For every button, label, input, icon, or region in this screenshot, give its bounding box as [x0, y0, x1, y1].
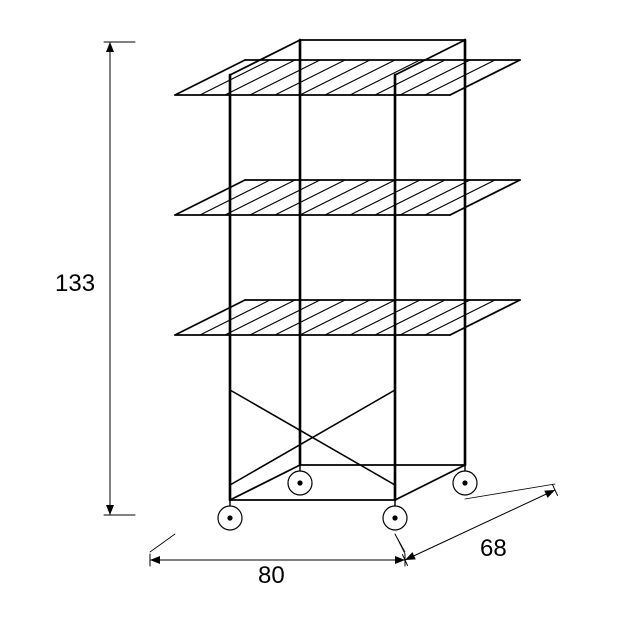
- depth-label: 68: [480, 535, 507, 563]
- rack-diagram: [0, 0, 625, 625]
- height-label: 133: [55, 270, 95, 298]
- width-label: 80: [258, 562, 285, 590]
